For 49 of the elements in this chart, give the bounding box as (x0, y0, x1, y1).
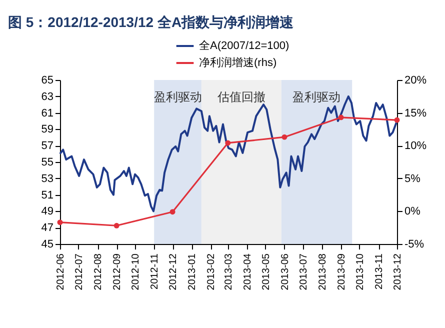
y-tick-label: 55 (41, 156, 54, 168)
x-tick-label: 2012-06 (56, 253, 66, 290)
x-tick-label: 2012-08 (93, 253, 104, 290)
x-tick-label: 2013-02 (206, 253, 218, 290)
y-tick-label: 47 (41, 222, 54, 234)
legend-label: 全A(2007/12=100) (199, 40, 290, 52)
y-tick-label: 61 (41, 107, 54, 120)
legend-label: 净利润增速(rhs) (199, 56, 277, 69)
y2-tick-label: 15% (404, 107, 427, 120)
x-tick-label: 2013-03 (223, 253, 234, 290)
x-tick-label: 2013-09 (336, 253, 348, 290)
point (114, 222, 120, 228)
y2-tick-label: 0% (404, 206, 421, 218)
point (57, 220, 63, 226)
x-tick-label: 2013-04 (242, 253, 254, 290)
point (394, 117, 400, 123)
y2-tick-label: 5% (404, 172, 421, 185)
x-tick-label: 2012-10 (130, 253, 142, 290)
point (338, 114, 344, 120)
y-tick-label: 65 (41, 74, 54, 86)
y-tick-label: 57 (41, 140, 54, 152)
x-tick-label: 2013-11 (374, 253, 386, 290)
y2-tick-label: -5% (404, 238, 424, 250)
x-tick-label: 2012-07 (74, 253, 85, 290)
x-tick-label: 2013-08 (317, 253, 328, 290)
band-label: 估值回撤 (216, 90, 266, 104)
y-tick-label: 51 (41, 189, 54, 202)
x-tick-label: 2013-06 (280, 253, 291, 290)
x-tick-label: 2013-05 (260, 253, 272, 290)
y2-tick-label: 10% (404, 140, 427, 152)
band-label: 盈利驱动 (154, 90, 202, 104)
x-tick-label: 2013-07 (298, 253, 310, 290)
y-tick-label: 63 (41, 90, 54, 103)
x-tick-label: 2012-11 (150, 253, 161, 290)
x-tick-label: 2013-10 (354, 253, 366, 290)
y-tick-label: 49 (41, 206, 54, 218)
y-tick-label: 45 (41, 238, 54, 250)
x-tick-label: 2012-09 (112, 253, 124, 290)
x-tick-label: 2013-12 (392, 253, 404, 290)
band-label: 盈利驱动 (292, 90, 341, 104)
point (282, 134, 288, 140)
y2-tick-label: 20% (404, 74, 427, 86)
chart-title: 图 5：2012/12-2013/12 全A指数与净利润增速 (8, 14, 295, 30)
x-tick-label: 2013-01 (187, 253, 198, 290)
point (225, 140, 231, 146)
point (170, 209, 176, 215)
x-tick-label: 2012-12 (168, 253, 180, 290)
y-tick-label: 53 (41, 172, 54, 185)
y-tick-label: 59 (41, 124, 54, 136)
